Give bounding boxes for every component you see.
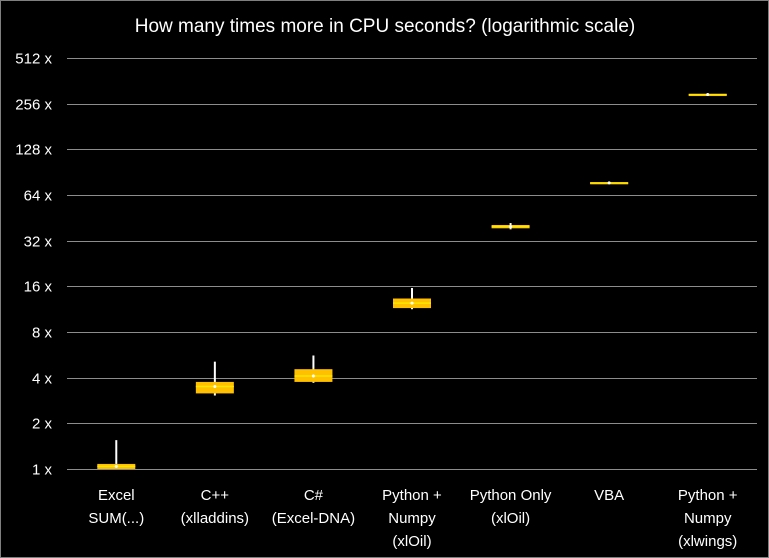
category-labels: Excel SUM(...) C++ (xlladdins) C# (Excel-DNA)… — [88, 487, 737, 550]
median-point — [410, 301, 414, 305]
box-plot — [195, 361, 234, 396]
box-upper — [393, 298, 431, 304]
box-plots — [97, 93, 727, 469]
chart-title: How many times more in CPU seconds? (log… — [135, 16, 636, 37]
y-tick-label: 32 x — [24, 234, 53, 251]
box-lower — [195, 386, 234, 394]
box-upper — [195, 381, 234, 387]
category-label: C# (Excel-DNA) — [272, 487, 355, 527]
category-label: Python Only (xlOil) — [470, 487, 552, 527]
category-label-line: (Excel-DNA) — [272, 510, 355, 527]
category-label-line: Numpy — [388, 510, 436, 527]
y-tick-label: 2 x — [32, 416, 53, 433]
median-point — [114, 464, 118, 468]
category-label-line: (xlOil) — [392, 533, 431, 550]
category-label-line: Python + — [382, 487, 442, 504]
box-plot — [590, 181, 629, 185]
category-label-line: C++ — [201, 487, 230, 504]
category-label-line: Python Only — [470, 487, 552, 504]
box-plot — [491, 223, 530, 230]
box-plot — [393, 288, 431, 310]
median-point — [213, 384, 217, 388]
category-label: Python + Numpy (xlOil) — [382, 487, 442, 550]
box-upper — [294, 369, 333, 377]
y-tick-label: 16 x — [24, 279, 53, 296]
category-label: VBA — [594, 487, 624, 504]
box-lower — [393, 303, 431, 309]
category-label-line: Numpy — [684, 510, 732, 527]
category-label-line: (xlOil) — [491, 510, 530, 527]
median-point — [706, 93, 710, 97]
y-tick-label: 64 x — [24, 188, 53, 205]
box-plot — [97, 440, 136, 469]
category-label-line: Python + — [678, 487, 738, 504]
median-point — [311, 374, 315, 378]
category-label-line: VBA — [594, 487, 624, 504]
y-tick-label: 128 x — [15, 142, 52, 159]
y-tick-labels: 1 x 2 x 4 x 8 x 16 x 32 x 64 x 128 x 256 x 512 x — [15, 51, 52, 479]
category-label-line: SUM(...) — [88, 510, 144, 527]
y-tick-label: 256 x — [15, 97, 52, 114]
box-lower — [294, 376, 333, 382]
median-point — [509, 225, 513, 229]
category-label-line: C# — [304, 487, 324, 504]
grid-layer — [67, 58, 757, 470]
y-tick-label: 1 x — [32, 462, 53, 479]
median-point — [607, 181, 611, 185]
y-tick-label: 8 x — [32, 325, 53, 342]
box-plot — [688, 93, 727, 97]
category-label-line: (xlladdins) — [181, 510, 249, 527]
category-label: Python + Numpy (xlwings) — [678, 487, 738, 550]
box-plot — [294, 355, 333, 383]
y-tick-label: 512 x — [15, 51, 52, 68]
category-label: Excel SUM(...) — [88, 487, 144, 527]
category-label-line: Excel — [98, 487, 135, 504]
category-label-line: (xlwings) — [678, 533, 737, 550]
category-label: C++ (xlladdins) — [181, 487, 249, 527]
y-tick-label: 4 x — [32, 371, 53, 388]
